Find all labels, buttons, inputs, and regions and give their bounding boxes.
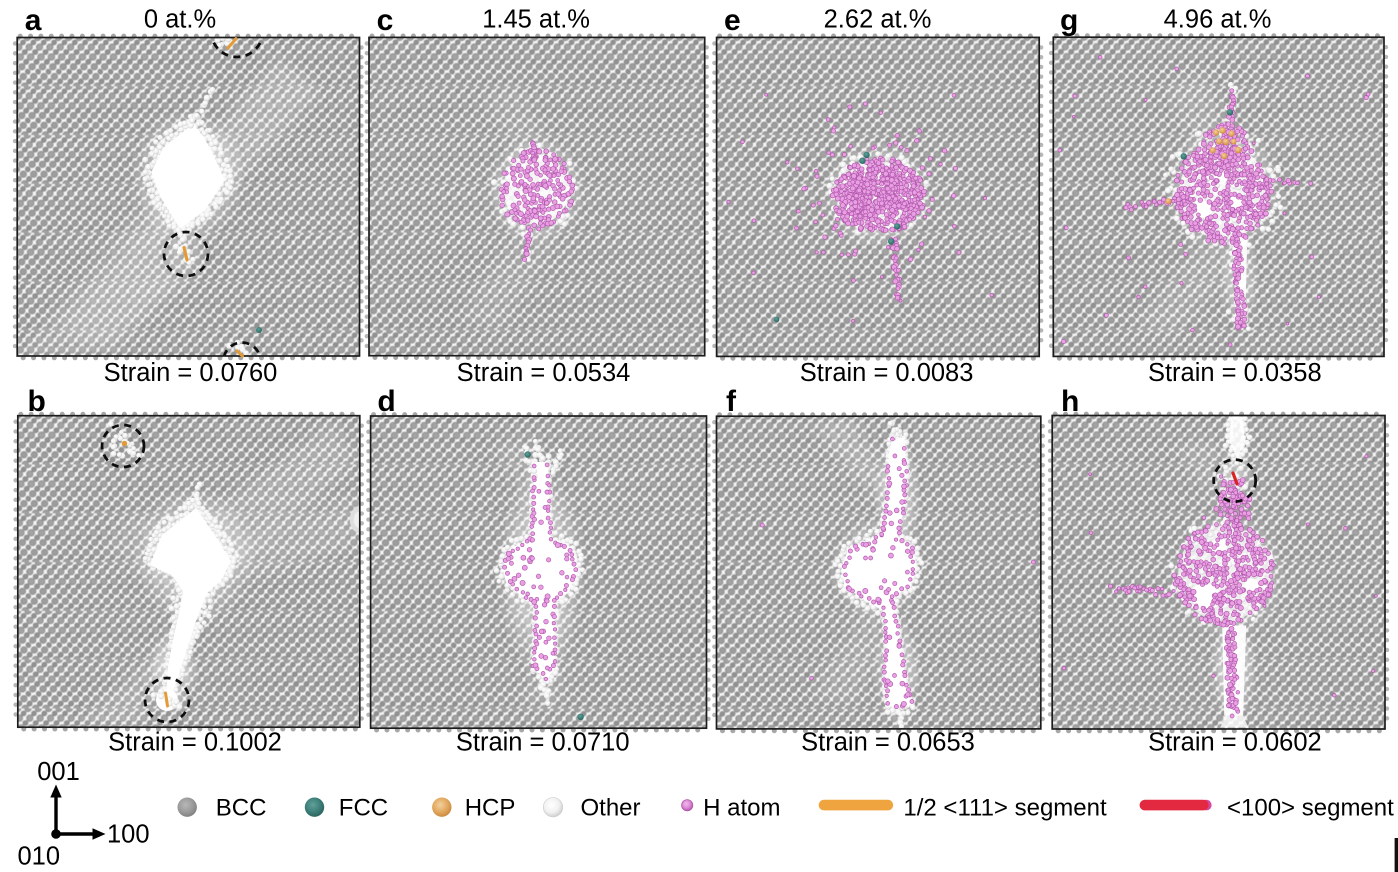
svg-text:f: f bbox=[726, 385, 737, 418]
svg-text:Other: Other bbox=[581, 795, 641, 822]
svg-text:a: a bbox=[25, 4, 42, 37]
svg-text:100: 100 bbox=[107, 821, 150, 849]
svg-text:<100> segment: <100> segment bbox=[1227, 795, 1394, 822]
svg-text:g: g bbox=[1060, 4, 1078, 37]
svg-text:c: c bbox=[377, 4, 394, 37]
svg-text:Strain = 0.0083: Strain = 0.0083 bbox=[800, 359, 974, 387]
svg-text:4.96 at.%: 4.96 at.% bbox=[1164, 5, 1272, 33]
svg-text:0 at.%: 0 at.% bbox=[144, 5, 216, 33]
svg-text:Strain = 0.1002: Strain = 0.1002 bbox=[108, 729, 282, 757]
svg-text:Strain = 0.0602: Strain = 0.0602 bbox=[1148, 729, 1322, 757]
svg-text:d: d bbox=[377, 385, 395, 418]
svg-text:Strain = 0.0760: Strain = 0.0760 bbox=[104, 359, 278, 387]
svg-text:HCP: HCP bbox=[465, 795, 516, 822]
svg-text:Strain = 0.0710: Strain = 0.0710 bbox=[456, 729, 630, 757]
svg-text:BCC: BCC bbox=[216, 795, 267, 822]
svg-text:H atom: H atom bbox=[703, 795, 780, 822]
svg-text:Strain = 0.0534: Strain = 0.0534 bbox=[457, 359, 631, 387]
svg-text:FCC: FCC bbox=[339, 795, 388, 822]
svg-text:b: b bbox=[28, 385, 46, 418]
svg-text:Strain = 0.0653: Strain = 0.0653 bbox=[801, 729, 975, 757]
svg-text:010: 010 bbox=[18, 843, 61, 871]
svg-text:1/2 <111> segment: 1/2 <111> segment bbox=[903, 795, 1107, 822]
svg-text:1.45 at.%: 1.45 at.% bbox=[482, 5, 590, 33]
svg-text:001: 001 bbox=[37, 758, 80, 786]
svg-text:e: e bbox=[724, 4, 741, 37]
svg-text:h: h bbox=[1061, 385, 1079, 418]
svg-text:Strain = 0.0358: Strain = 0.0358 bbox=[1148, 359, 1322, 387]
svg-text:2.62 at.%: 2.62 at.% bbox=[824, 5, 932, 33]
